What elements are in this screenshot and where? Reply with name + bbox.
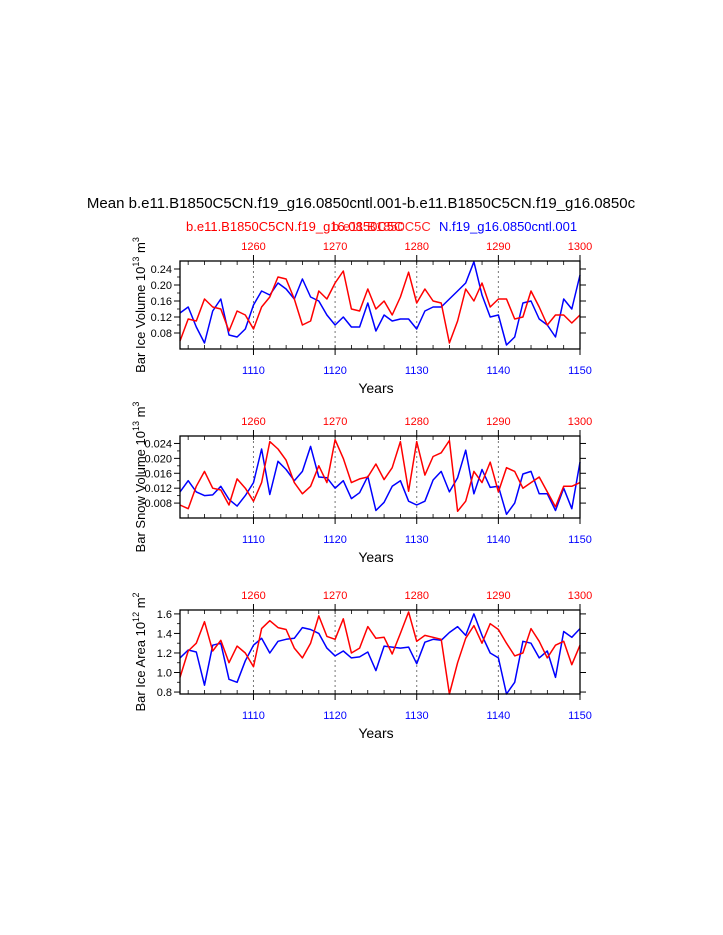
y-tick-label: 0.8 — [157, 687, 172, 699]
x-tick-label-bottom: 1140 — [487, 365, 511, 377]
x-tick-label-top: 1300 — [568, 416, 592, 428]
x-tick-label-bottom: 1140 — [487, 534, 511, 546]
y-tick-label: 1.0 — [157, 668, 172, 680]
y-tick-label: 0.08 — [151, 328, 172, 340]
x-tick-label-bottom: 1150 — [568, 365, 592, 377]
y-axis-label: Bar Snow Volume 1013 m3 — [131, 402, 148, 553]
series-line-red — [179, 438, 581, 513]
y-axis-label: Bar Ice Area 1012 m2 — [131, 592, 148, 711]
x-tick-label-bottom: 1110 — [242, 710, 265, 722]
chart-panel-1: 1110 1260 1120 1270 1130 1280 1140 1290 1150 1300… — [131, 237, 592, 396]
x-tick-label-bottom: 1130 — [405, 534, 429, 546]
x-tick-label-top: 1260 — [241, 416, 265, 428]
plot-frame — [179, 260, 581, 350]
y-tick-label: 0.016 — [144, 468, 172, 480]
chart-panel-2: 1110 1260 1120 1270 1130 1280 1140 1290 1150 1300… — [131, 402, 592, 565]
x-axis-label: Years — [358, 725, 393, 741]
main-title: Mean b.e11.B1850C5CN.f19_g16.0850cntl.00… — [87, 195, 636, 212]
x-tick-label-bottom: 1150 — [568, 534, 592, 546]
x-tick-label-top: 1280 — [404, 416, 428, 428]
x-tick-label-top: 1280 — [404, 590, 428, 602]
x-tick-label-top: 1270 — [323, 590, 347, 602]
x-tick-label-top: 1290 — [486, 416, 510, 428]
x-tick-label-top: 1260 — [241, 241, 265, 253]
y-tick-label: 1.6 — [157, 609, 172, 621]
subtitle-red: b.e11.B1850C5CN.f19_g16.0850C5C — [186, 219, 403, 234]
x-tick-label-top: 1260 — [241, 590, 265, 602]
x-tick-label-bottom: 1120 — [323, 534, 347, 546]
y-tick-label: 0.012 — [144, 483, 172, 495]
x-tick-label-bottom: 1110 — [242, 365, 265, 377]
x-tick-label-bottom: 1130 — [405, 710, 429, 722]
x-tick-label-bottom: 1150 — [568, 710, 592, 722]
x-tick-label-bottom: 1140 — [487, 710, 511, 722]
x-tick-label-top: 1300 — [568, 241, 592, 253]
y-tick-label: 0.024 — [144, 438, 172, 450]
y-axis-label: Bar Ice Volume 1013 m3 — [131, 237, 148, 373]
x-axis-label: Years — [358, 549, 393, 565]
x-tick-label-top: 1300 — [568, 590, 592, 602]
x-tick-label-bottom: 1120 — [323, 365, 347, 377]
y-tick-label: 0.020 — [144, 453, 172, 465]
series-line-blue — [179, 613, 581, 695]
y-tick-label: 0.16 — [151, 296, 172, 308]
subtitle-overlap: b.e11.B1850C5C — [332, 219, 431, 234]
chart-panel-3: 1110 1260 1120 1270 1130 1280 1140 1290 1150 1300… — [131, 590, 592, 741]
subtitle-blue: N.f19_g16.0850cntl.001 — [439, 219, 577, 234]
x-tick-label-bottom: 1130 — [405, 365, 429, 377]
y-tick-label: 0.20 — [151, 280, 172, 292]
plot-frame — [179, 609, 581, 695]
x-tick-label-top: 1290 — [486, 241, 510, 253]
x-tick-label-top: 1290 — [486, 590, 510, 602]
x-tick-label-top: 1280 — [404, 241, 428, 253]
x-tick-label-bottom: 1110 — [242, 534, 265, 546]
series-line-red — [179, 611, 581, 695]
series-line-red — [179, 270, 581, 344]
series-line-blue — [179, 445, 581, 516]
x-tick-label-bottom: 1120 — [323, 710, 347, 722]
y-tick-label: 1.2 — [157, 648, 172, 660]
y-tick-label: 0.24 — [151, 264, 172, 276]
x-axis-label: Years — [358, 380, 393, 396]
x-tick-label-top: 1270 — [323, 241, 347, 253]
y-tick-label: 0.12 — [151, 312, 172, 324]
y-tick-label: 0.008 — [144, 498, 172, 510]
plot-frame — [179, 435, 581, 519]
series-line-blue — [179, 261, 581, 346]
x-tick-label-top: 1270 — [323, 416, 347, 428]
y-tick-label: 1.4 — [157, 628, 172, 640]
